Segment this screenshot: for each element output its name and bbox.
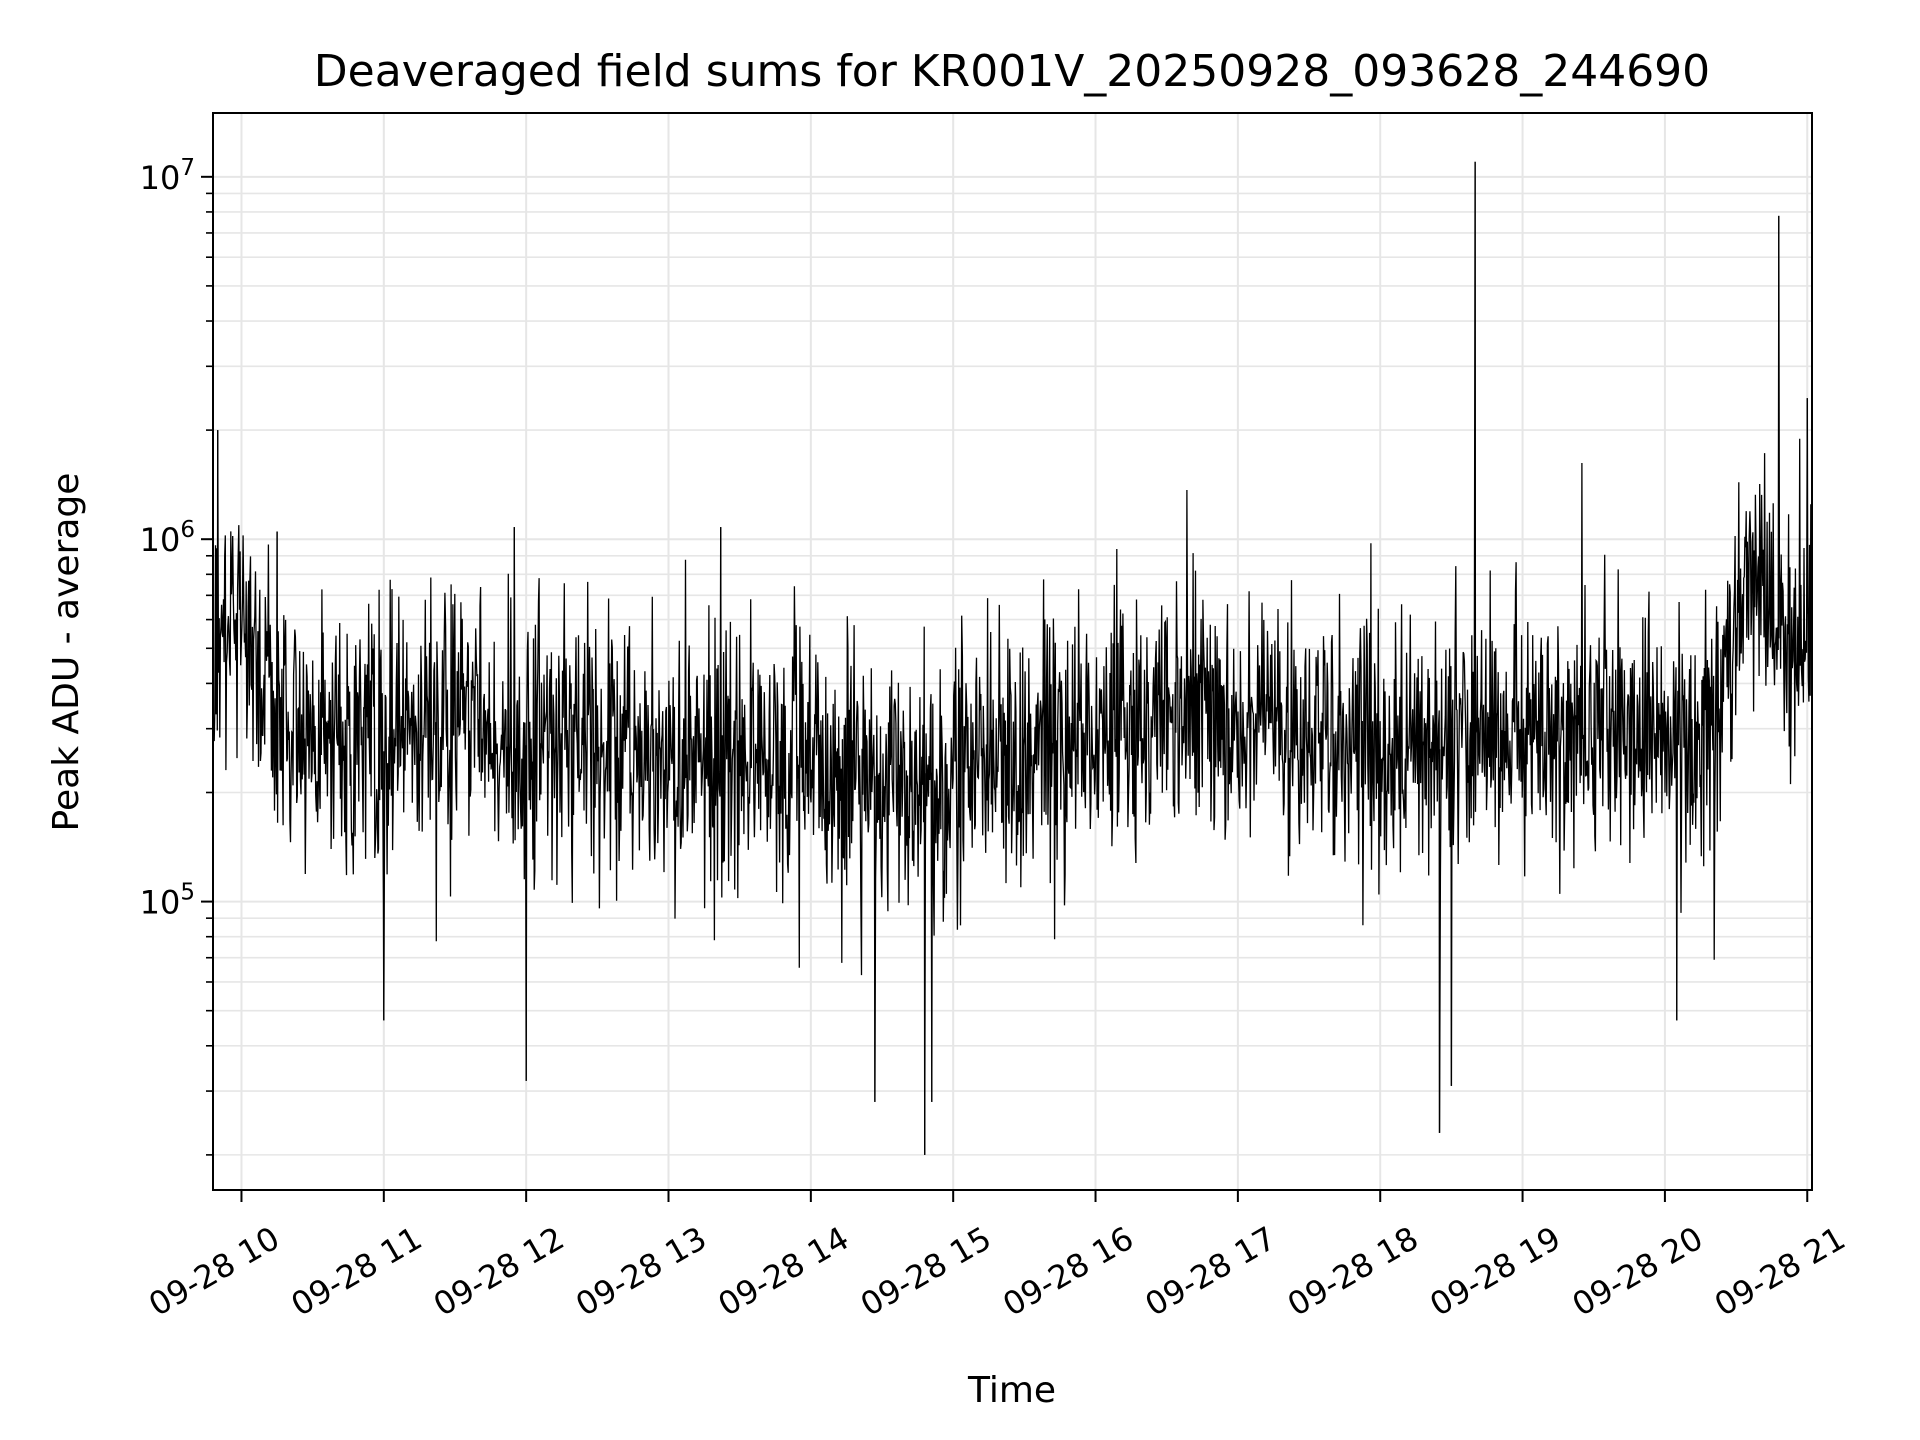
chart-title: Deaveraged field sums for KR001V_2025092… <box>314 46 1710 97</box>
y-tick-label: 107 <box>140 155 195 197</box>
x-axis-label: Time <box>967 1370 1056 1411</box>
y-tick-label: 105 <box>140 880 195 922</box>
plot-area <box>212 161 1813 1155</box>
y-axis-label: Peak ADU - average <box>46 473 87 832</box>
plot-frame <box>212 112 1813 1191</box>
y-tick-label: 106 <box>140 517 195 559</box>
series-line <box>212 161 1813 1155</box>
y-axis: 105 106 107 <box>140 155 213 1156</box>
